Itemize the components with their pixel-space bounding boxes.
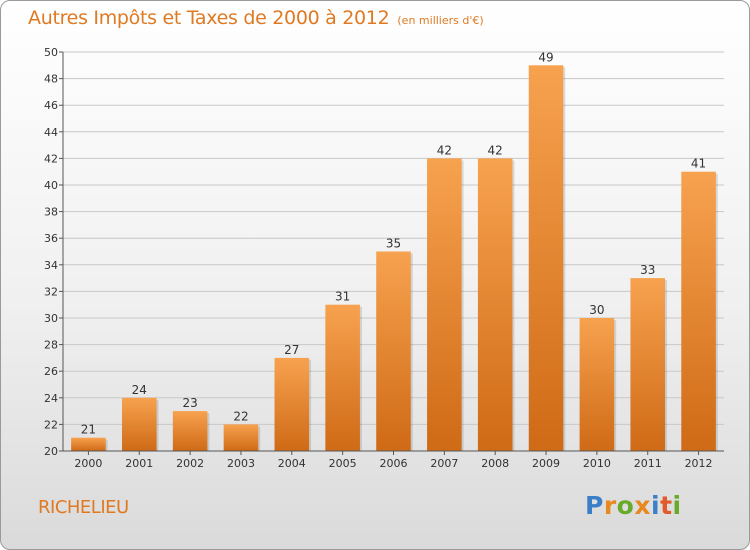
x-tick-label: 2003 [227, 457, 255, 470]
data-label: 31 [335, 290, 350, 304]
proxiti-logo[interactable]: Proxiti [585, 491, 682, 520]
y-tick-label: 46 [44, 99, 58, 112]
bar [630, 278, 666, 451]
data-label: 21 [81, 423, 96, 437]
labels: 20 22 24 26 28 30 32 34 36 38 40 42 44 46 48 50 2000 21 20… [44, 46, 713, 470]
bar [528, 65, 564, 452]
bar [172, 411, 208, 451]
y-tick-label: 28 [44, 339, 58, 352]
data-label: 30 [589, 303, 604, 317]
y-tick-label: 20 [44, 445, 58, 458]
x-tick-label: 2012 [685, 457, 713, 470]
bar [681, 171, 716, 451]
logo-letter: i [672, 491, 682, 520]
bar [121, 397, 157, 451]
x-tick-label: 2002 [176, 457, 204, 470]
bar [223, 424, 259, 451]
logo-letter: o [616, 491, 635, 520]
bars [71, 65, 718, 452]
data-label: 41 [691, 157, 706, 171]
bar [427, 158, 462, 451]
data-label: 27 [284, 343, 299, 357]
data-label: 42 [488, 143, 503, 157]
y-tick-label: 42 [44, 152, 58, 165]
data-label: 42 [437, 143, 452, 157]
y-tick-label: 32 [44, 285, 58, 298]
data-label: 23 [182, 396, 197, 410]
data-label: 35 [386, 237, 401, 251]
y-tick-label: 50 [44, 46, 58, 59]
y-tick-label: 26 [44, 365, 58, 378]
logo-letter: r [603, 491, 617, 520]
commune-name: RICHELIEU [38, 497, 129, 518]
bar [477, 158, 513, 451]
logo-letter: x [634, 491, 651, 520]
x-tick-label: 2005 [329, 457, 357, 470]
axes [59, 51, 724, 455]
x-tick-label: 2011 [634, 457, 662, 470]
x-tick-label: 2001 [125, 457, 153, 470]
y-tick-label: 34 [44, 259, 58, 272]
data-label: 49 [538, 50, 553, 64]
logo-letter: i [651, 491, 661, 520]
data-label: 22 [233, 409, 248, 423]
y-tick-label: 44 [44, 126, 58, 139]
y-tick-label: 24 [44, 392, 58, 405]
data-label: 33 [640, 263, 655, 277]
chart-subtitle: (en milliers d'€) [397, 14, 484, 27]
x-tick-label: 2008 [481, 457, 509, 470]
bar [71, 437, 106, 451]
x-tick-label: 2007 [430, 457, 458, 470]
bar [325, 304, 360, 451]
x-tick-label: 2010 [583, 457, 611, 470]
logo-letter: P [585, 491, 604, 520]
y-tick-label: 22 [44, 418, 58, 431]
y-tick-label: 40 [44, 179, 58, 192]
y-tick-label: 30 [44, 312, 58, 325]
chart-title: Autres Impôts et Taxes de 2000 à 2012 (en… [28, 7, 484, 29]
y-tick-label: 48 [44, 73, 58, 86]
data-label: 24 [132, 383, 147, 397]
y-tick-label: 36 [44, 232, 58, 245]
x-tick-label: 2009 [532, 457, 560, 470]
bar [579, 318, 615, 451]
y-tick-label: 38 [44, 206, 58, 219]
chart-title-text: Autres Impôts et Taxes de 2000 à 2012 [28, 7, 390, 29]
bar [274, 357, 310, 451]
x-tick-label: 2004 [278, 457, 306, 470]
bar [376, 251, 411, 451]
x-tick-label: 2000 [74, 457, 102, 470]
logo-letter: t [660, 491, 673, 520]
x-tick-label: 2006 [380, 457, 408, 470]
